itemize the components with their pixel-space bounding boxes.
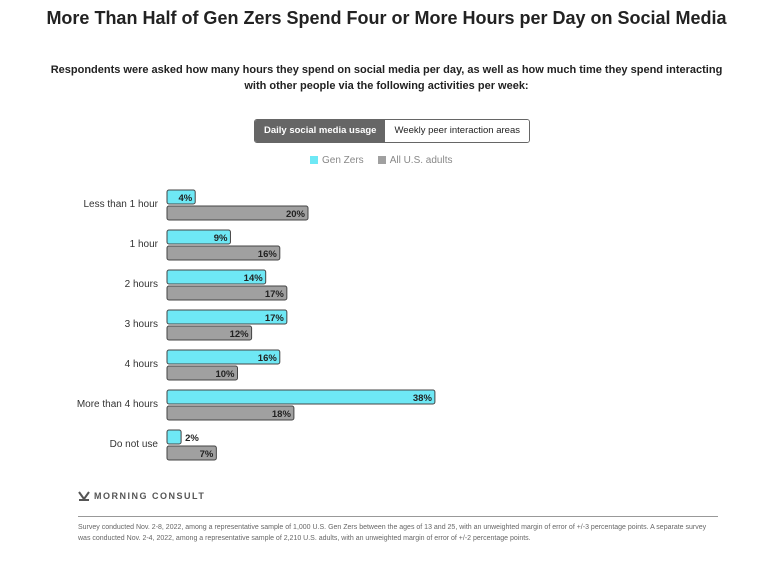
bar-all-us-adults[interactable] xyxy=(166,205,309,221)
category-label: 2 hours xyxy=(125,279,158,290)
data-label: 7% xyxy=(200,449,214,460)
bar-gen-zers[interactable] xyxy=(166,229,231,245)
legend-label: Gen Zers xyxy=(322,155,364,166)
bar-all-us-adults[interactable] xyxy=(166,325,253,341)
data-label: 20% xyxy=(286,209,306,220)
chart-title: More Than Half of Gen Zers Spend Four or… xyxy=(46,8,727,28)
bar-gen-zers[interactable] xyxy=(166,389,436,405)
morning-consult-logo-icon xyxy=(78,491,90,501)
legend-label: All U.S. adults xyxy=(389,155,453,166)
bar-gen-zers[interactable] xyxy=(166,429,182,445)
brand-logo: MORNING CONSULT xyxy=(78,491,205,501)
category-label: 1 hour xyxy=(130,239,159,250)
data-label: 2% xyxy=(185,433,199,444)
bar-all-us-adults[interactable] xyxy=(166,405,295,421)
data-label: 14% xyxy=(244,273,264,284)
divider xyxy=(78,516,718,517)
legend-item-gen-zers[interactable]: Gen Zers xyxy=(310,155,364,166)
chart-subtitle: Respondents were asked how many hours th… xyxy=(50,64,723,92)
bar-gen-zers[interactable] xyxy=(166,269,267,285)
tab-weekly-peer-interaction-areas[interactable]: Weekly peer interaction areas xyxy=(385,120,529,142)
brand-name: MORNING CONSULT xyxy=(94,491,206,501)
legend-swatch xyxy=(310,156,318,164)
category-label: Less than 1 hour xyxy=(84,199,159,210)
category-label: Do not use xyxy=(110,439,159,450)
bar-all-us-adults[interactable] xyxy=(166,365,238,381)
data-label: 38% xyxy=(413,393,433,404)
bar-all-us-adults[interactable] xyxy=(166,245,281,261)
methodology-note: Survey conducted Nov. 2-8, 2022, among a… xyxy=(78,524,707,542)
data-label: 10% xyxy=(215,369,235,380)
data-label: 9% xyxy=(214,233,228,244)
data-label: 18% xyxy=(272,409,292,420)
tab-daily-social-media-usage[interactable]: Daily social media usage xyxy=(255,120,386,142)
data-label: 12% xyxy=(230,329,250,340)
bar-all-us-adults[interactable] xyxy=(166,445,217,461)
bar-chart: Less than 1 hour 4% 20% 1 hour 9% 16% 2 hours 1… xyxy=(77,189,436,461)
legend-swatch xyxy=(377,156,386,164)
data-label: 4% xyxy=(178,193,192,204)
bar-gen-zers[interactable] xyxy=(166,189,196,205)
bar-gen-zers[interactable] xyxy=(166,309,288,325)
data-label: 17% xyxy=(265,289,285,300)
data-label: 16% xyxy=(258,353,278,364)
data-label: 16% xyxy=(258,249,278,260)
view-toggle: Daily social media usage Weekly peer int… xyxy=(254,119,530,143)
bar-all-us-adults[interactable] xyxy=(166,285,288,301)
data-label: 17% xyxy=(265,313,285,324)
category-label: 4 hours xyxy=(125,359,158,370)
category-label: 3 hours xyxy=(125,319,158,330)
legend: Gen Zers All U.S. adults xyxy=(310,155,453,166)
legend-item-all-us-adults[interactable]: All U.S. adults xyxy=(377,155,453,166)
category-label: More than 4 hours xyxy=(77,399,158,410)
bar-gen-zers[interactable] xyxy=(166,349,281,365)
